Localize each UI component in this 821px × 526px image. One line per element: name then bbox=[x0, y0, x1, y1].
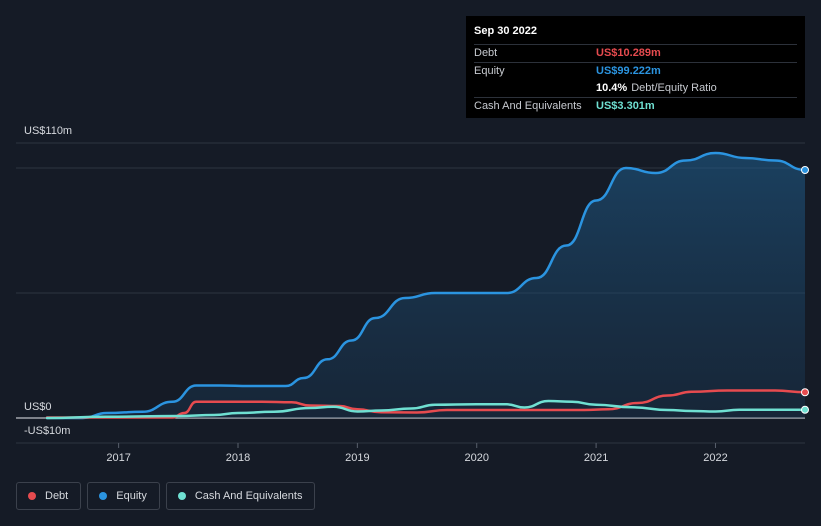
x-tick-label: 2020 bbox=[464, 452, 488, 464]
cash-series-line bbox=[45, 399, 807, 420]
axis-layer: US$110m US$0 -US$10m 2017 2018 2019 2020 2021 20… bbox=[24, 125, 728, 464]
tooltip-cash-value: US$3.301m bbox=[596, 100, 655, 112]
legend-cash-dot-icon bbox=[177, 492, 186, 500]
x-tick-label: 2021 bbox=[584, 452, 608, 464]
legend-item-cash[interactable]: Cash And Equivalents bbox=[165, 482, 316, 510]
x-tick-label: 2019 bbox=[345, 452, 369, 464]
legend-item-equity[interactable]: Equity bbox=[87, 482, 160, 510]
x-tick-label: 2018 bbox=[226, 452, 250, 464]
y-tick-label: -US$10m bbox=[24, 425, 70, 437]
series-layer bbox=[45, 151, 809, 420]
tooltip-cash-row: Cash And Equivalents US$3.301m bbox=[474, 97, 797, 115]
legend-debt-dot-icon bbox=[28, 492, 36, 500]
debt-end-marker bbox=[801, 388, 809, 397]
tooltip-ratio-value: 10.4% bbox=[596, 82, 628, 94]
equity-area bbox=[47, 153, 805, 418]
tooltip-ratio-spacer bbox=[474, 80, 596, 97]
tooltip-ratio-label: Debt/Equity Ratio bbox=[631, 82, 717, 94]
y-tick-label: US$0 bbox=[24, 401, 52, 413]
tooltip-date: Sep 30 2022 bbox=[474, 25, 537, 37]
legend: Debt Equity Cash And Equivalents bbox=[16, 482, 316, 510]
legend-item-debt[interactable]: Debt bbox=[16, 482, 82, 510]
equity-series-line bbox=[45, 151, 807, 420]
cash-end-marker bbox=[801, 405, 809, 414]
equity-end-marker bbox=[801, 166, 809, 174]
legend-debt-label: Debt bbox=[45, 490, 69, 502]
tooltip-cash-label: Cash And Equivalents bbox=[474, 100, 582, 112]
x-tick-label: 2022 bbox=[703, 452, 727, 464]
legend-cash-label: Cash And Equivalents bbox=[194, 490, 303, 502]
tooltip-equity-label: Equity bbox=[474, 65, 505, 77]
tooltip-debt-value: US$10.289m bbox=[596, 47, 661, 59]
legend-equity-label: Equity bbox=[116, 490, 147, 502]
tooltip-panel: Sep 30 2022 Debt US$10.289m Equity US$99… bbox=[466, 16, 805, 118]
legend-equity-dot-icon bbox=[99, 492, 108, 500]
tooltip-debt-row: Debt US$10.289m bbox=[474, 44, 797, 62]
x-tick-label: 2017 bbox=[106, 452, 130, 464]
debt-series-line bbox=[45, 389, 807, 419]
tooltip-ratio-row: 10.4% Debt/Equity Ratio bbox=[474, 80, 797, 97]
tooltip-equity-row: Equity US$99.222m bbox=[474, 62, 797, 80]
y-tick-label: US$110m bbox=[24, 125, 72, 137]
tooltip-equity-value: US$99.222m bbox=[596, 65, 661, 77]
tooltip-debt-label: Debt bbox=[474, 47, 498, 59]
